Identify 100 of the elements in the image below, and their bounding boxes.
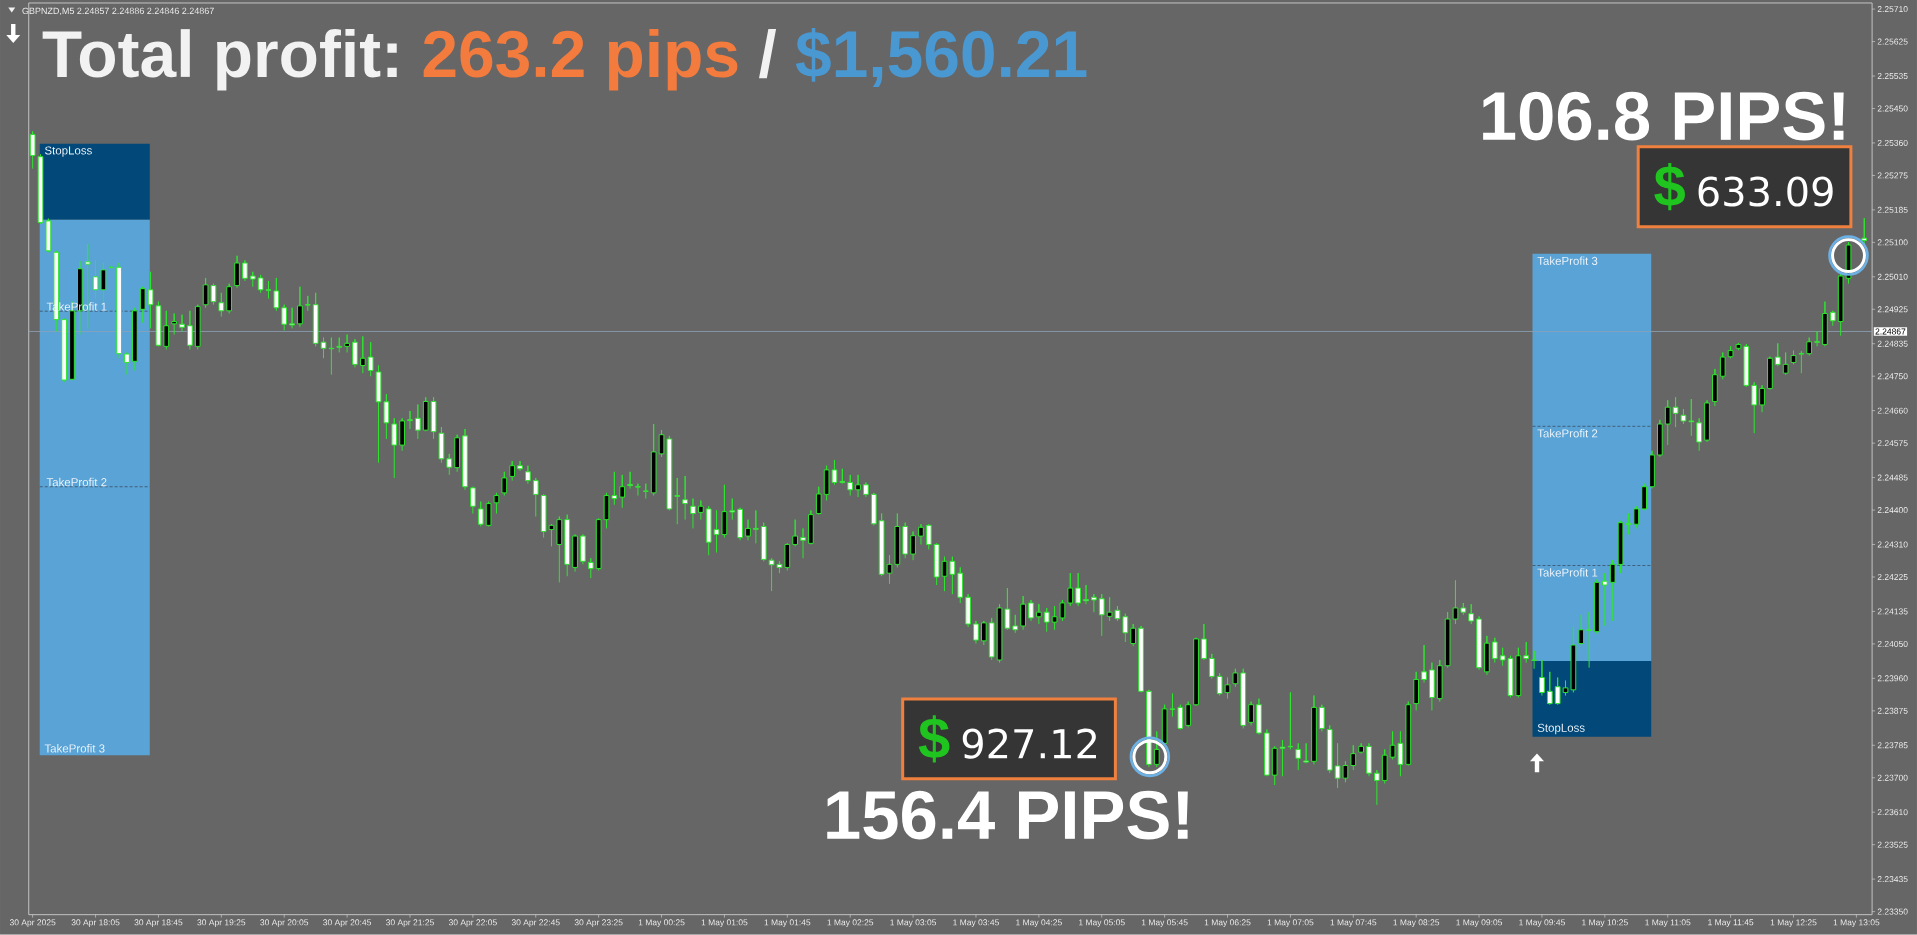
x-tick-label: 30 Apr 2025 xyxy=(9,919,56,928)
candlestick xyxy=(580,534,586,566)
candlestick xyxy=(485,501,492,528)
candlestick xyxy=(1177,704,1184,731)
x-tick-label: 1 May 10:25 xyxy=(1582,919,1628,928)
candlestick xyxy=(1704,399,1710,443)
candlestick xyxy=(312,292,319,348)
candlestick xyxy=(352,338,358,369)
annotation: $ xyxy=(918,715,950,763)
candlestick xyxy=(1271,746,1278,786)
candlestick xyxy=(1476,616,1482,671)
candlestick xyxy=(1067,572,1074,607)
candlestick xyxy=(1295,743,1302,771)
candlestick xyxy=(650,423,657,497)
candlestick xyxy=(729,498,736,521)
annotation: 263.2 pips xyxy=(423,29,738,91)
candlestick xyxy=(194,304,201,351)
candlestick xyxy=(1381,749,1388,785)
annotation: 106.8 PIPS! xyxy=(1483,91,1844,141)
candlestick xyxy=(1798,351,1805,374)
candlestick xyxy=(1318,704,1325,733)
candlestick xyxy=(642,483,649,500)
candlestick xyxy=(517,460,523,472)
y-tick-label: 2.23700 xyxy=(1877,774,1908,781)
candlestick xyxy=(1012,614,1019,634)
candlestick xyxy=(1256,698,1262,736)
candlestick xyxy=(1201,623,1207,661)
candlestick xyxy=(289,307,295,330)
candlestick xyxy=(1358,743,1365,755)
candlestick xyxy=(1460,602,1467,616)
y-tick-label: 2.25010 xyxy=(1877,273,1908,280)
x-tick-label: 1 May 00:25 xyxy=(638,919,685,928)
x-tick-label: 1 May 02:25 xyxy=(827,919,874,928)
candlestick xyxy=(1091,593,1097,613)
y-tick-label: 2.25625 xyxy=(1877,38,1908,45)
candlestick xyxy=(226,283,233,315)
candlestick xyxy=(1751,382,1758,434)
candlestick xyxy=(1554,677,1561,706)
candlestick xyxy=(965,593,971,628)
y-tick-label: 2.24400 xyxy=(1877,507,1908,514)
candlestick xyxy=(1719,352,1726,380)
candlestick xyxy=(564,514,571,577)
candlestick xyxy=(1672,396,1679,428)
candlestick xyxy=(1767,356,1773,391)
x-tick-label: 1 May 01:45 xyxy=(764,919,811,928)
candlestick xyxy=(902,522,909,559)
x-tick-label: 30 Apr 19:25 xyxy=(197,919,246,928)
candlestick xyxy=(407,410,413,430)
candlestick xyxy=(910,531,916,561)
candlestick xyxy=(509,460,516,482)
y-tick-label: 2.25360 xyxy=(1877,140,1908,147)
candlestick xyxy=(525,465,531,485)
x-tick-label: 1 May 01:05 xyxy=(701,919,748,928)
candlestick xyxy=(1303,743,1309,764)
x-tick-label: 1 May 08:25 xyxy=(1393,919,1440,928)
ref-line-label: TakeProfit 1 xyxy=(1537,568,1598,577)
candlestick xyxy=(855,474,861,498)
candlestick xyxy=(1727,346,1734,359)
candlestick xyxy=(1609,559,1616,622)
annotation: 927.12 xyxy=(962,728,1096,759)
candlestick xyxy=(1028,599,1034,622)
candlestick xyxy=(1405,701,1412,767)
candlestick xyxy=(1130,623,1137,647)
candlestick xyxy=(635,483,641,497)
candlestick xyxy=(784,543,791,572)
candlestick xyxy=(1287,692,1294,751)
candlestick xyxy=(1468,603,1475,625)
y-tick-label: 2.23785 xyxy=(1877,742,1908,749)
candlestick xyxy=(179,314,185,333)
candlestick xyxy=(933,543,940,586)
candlestick xyxy=(1641,483,1647,512)
x-tick-label: 1 May 11:05 xyxy=(1645,919,1691,928)
candlestick xyxy=(1326,725,1333,774)
annotation: 633.09 xyxy=(1698,176,1833,207)
candlestick xyxy=(1279,739,1286,777)
candlestick xyxy=(249,271,256,288)
candlestick xyxy=(980,620,987,646)
annotation: $1,560.21 xyxy=(795,28,1087,88)
y-tick-label: 2.23435 xyxy=(1877,876,1908,883)
candlestick xyxy=(619,474,626,509)
candlestick xyxy=(745,519,751,541)
x-tick-label: 30 Apr 22:45 xyxy=(511,919,560,928)
x-tick-label: 1 May 03:45 xyxy=(953,919,999,928)
candlestick xyxy=(674,477,681,525)
y-tick-label: 2.25100 xyxy=(1877,239,1908,246)
candlestick xyxy=(1822,301,1828,348)
candlestick xyxy=(446,453,453,476)
candlestick xyxy=(1491,637,1498,664)
y-tick-label: 2.24050 xyxy=(1877,641,1908,648)
candlestick xyxy=(116,262,122,359)
candlestick xyxy=(1601,572,1608,627)
candlestick xyxy=(132,307,138,372)
band-label: StopLoss xyxy=(44,146,92,157)
candlestick xyxy=(1193,637,1199,707)
candlestick xyxy=(139,286,146,324)
candlestick xyxy=(1421,644,1427,684)
x-tick-label: 30 Apr 18:05 xyxy=(71,919,120,928)
y-tick-label: 2.24925 xyxy=(1877,306,1908,313)
candlestick xyxy=(336,337,343,354)
candlestick xyxy=(572,534,578,573)
